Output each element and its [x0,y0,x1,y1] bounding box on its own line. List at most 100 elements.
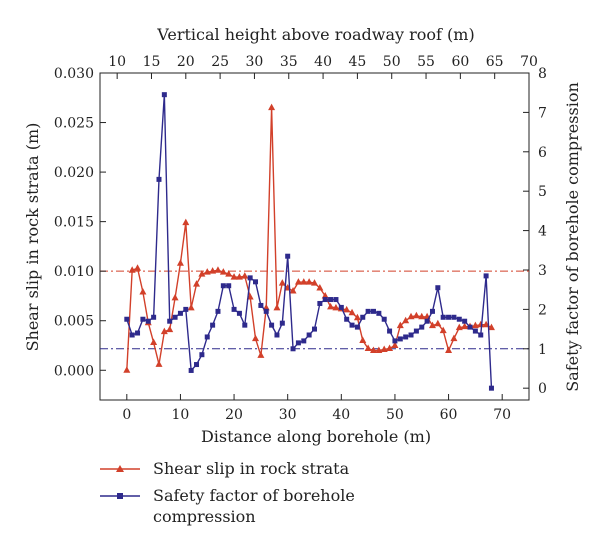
data-point [471,321,479,329]
x-tick-label: 10 [172,407,190,423]
y2-tick-label: 5 [538,184,547,200]
y2-tick-label: 3 [538,263,547,279]
data-point [440,314,446,320]
plot-border [99,72,530,401]
data-point [396,321,404,329]
data-point [483,273,489,279]
data-point [445,346,453,353]
data-point [193,280,201,287]
data-point [488,385,494,391]
y2-tick-label: 4 [538,224,547,240]
data-point [402,316,410,324]
data-point [247,275,253,281]
data-point [403,334,409,340]
data-point [312,326,317,332]
x2-tick-label: 55 [417,54,435,70]
data-point [353,313,361,321]
data-point [177,310,183,316]
data-point [349,322,355,328]
data-point [295,340,301,346]
data-point [135,330,141,336]
series-line [126,107,492,371]
data-point [278,279,286,286]
data-point [327,302,335,310]
x-tick-label: 0 [122,407,131,423]
data-point [235,273,243,280]
data-point [123,366,131,373]
data-point [487,323,495,331]
x2-tick-label: 10 [108,54,126,70]
data-point [273,303,281,311]
data-point [354,324,360,330]
data-point [294,278,302,285]
data-point [348,308,356,316]
x-tick-label: 70 [493,407,511,423]
legend-label-safety-factor-line-1: Safety factor of borehole [153,486,355,505]
x-axis-title: Distance along borehole (m) [201,427,431,446]
data-point [419,324,425,330]
data-point [172,314,178,320]
data-point [472,328,478,334]
data-point [407,312,415,320]
y2-axis-title: Safety factor of borehole compression [563,82,582,392]
data-point [210,322,216,328]
data-point [387,328,393,334]
data-point [450,334,458,342]
data-point [306,332,312,338]
data-point [242,322,248,328]
x2-tick-label: 30 [246,54,264,70]
series-safety-factor [124,92,494,391]
data-point [412,311,420,319]
data-point [252,334,260,342]
y-tick-label: 0.010 [54,264,94,280]
data-point [311,279,318,286]
data-point [183,306,189,312]
data-point [333,297,339,303]
data-point [478,332,484,338]
data-point [317,300,323,306]
x2-tick-label: 40 [314,54,332,70]
data-point [150,338,158,346]
data-point [332,303,340,311]
data-point [253,279,259,285]
data-point [176,259,184,266]
data-point [446,314,452,320]
y-tick-label: 0.030 [54,66,94,82]
x-tick-label: 20 [225,407,243,423]
data-point [182,218,190,226]
data-point [285,253,291,259]
x2-tick-label: 20 [177,54,195,70]
data-point [160,327,168,335]
data-point [194,362,200,368]
x2-tick-label: 50 [383,54,401,70]
data-point [204,334,210,340]
data-point [424,318,430,324]
data-point [230,273,238,280]
data-point [209,267,217,274]
data-point [301,338,307,344]
data-point [439,326,447,334]
data-point [225,270,233,277]
data-point [289,287,297,294]
y2-tick-label: 0 [538,381,547,397]
data-point [435,285,441,291]
x-tick-label: 60 [440,407,458,423]
x-tick-label: 40 [332,407,350,423]
legend-marker-square [117,493,123,499]
data-point [451,314,457,320]
data-point [231,306,237,312]
legend-label-safety-factor-line-2: compression [153,507,256,526]
data-point [455,323,463,331]
data-point [263,308,269,314]
y-tick-label: 0.005 [54,314,94,330]
x-tick-label: 50 [386,407,404,423]
plot-frame [99,72,530,401]
data-point [369,346,377,353]
y2-tick-label: 7 [538,105,547,121]
data-point [269,322,275,328]
data-point [215,308,221,314]
legend-item-safety-factor: Safety factor of borehole compression [100,486,355,526]
data-point [257,351,265,358]
y2-tick-label: 6 [538,145,547,161]
